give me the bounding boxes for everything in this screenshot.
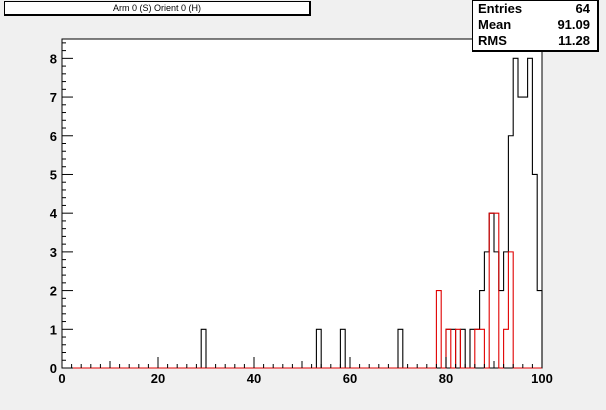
histogram-title: Arm 0 (S) Orient 0 (H) bbox=[4, 1, 311, 16]
y-tick-label: 8 bbox=[50, 51, 57, 66]
stat-mean-label: Mean bbox=[478, 17, 512, 32]
x-tick-label: 100 bbox=[531, 371, 553, 386]
x-tick-label: 0 bbox=[58, 371, 65, 386]
statistics-box: Entries 64 Mean 91.09 RMS 11.28 bbox=[472, 0, 599, 52]
series-red-step-line bbox=[62, 212, 542, 369]
y-tick-label: 4 bbox=[50, 206, 58, 221]
y-tick-label: 1 bbox=[50, 322, 57, 337]
y-tick-label: 6 bbox=[50, 129, 57, 144]
y-tick-label: 7 bbox=[50, 90, 57, 105]
x-tick-label: 40 bbox=[247, 371, 261, 386]
y-tick-label: 0 bbox=[50, 361, 57, 376]
axes: 0 20 40 60 80 100 0 1 2 3 4 5 6 7 8 bbox=[50, 42, 553, 386]
stat-rms: RMS 11.28 bbox=[473, 33, 597, 49]
stat-rms-value: 11.28 bbox=[558, 33, 590, 48]
x-tick-label: 80 bbox=[439, 371, 453, 386]
stat-mean: Mean 91.09 bbox=[473, 17, 597, 33]
plot-frame bbox=[61, 38, 543, 369]
y-tick-label: 3 bbox=[50, 245, 57, 260]
stat-mean-value: 91.09 bbox=[557, 17, 590, 32]
stat-rms-label: RMS bbox=[478, 33, 507, 48]
stat-entries-value: 64 bbox=[575, 1, 590, 16]
x-tick-label: 20 bbox=[151, 371, 165, 386]
y-tick-label: 5 bbox=[50, 167, 57, 182]
y-tick-label: 2 bbox=[50, 284, 57, 299]
histogram-series bbox=[62, 57, 543, 369]
stat-entries-label: Entries bbox=[478, 1, 523, 16]
stat-entries: Entries 64 bbox=[473, 1, 597, 17]
x-tick-label: 60 bbox=[343, 371, 357, 386]
